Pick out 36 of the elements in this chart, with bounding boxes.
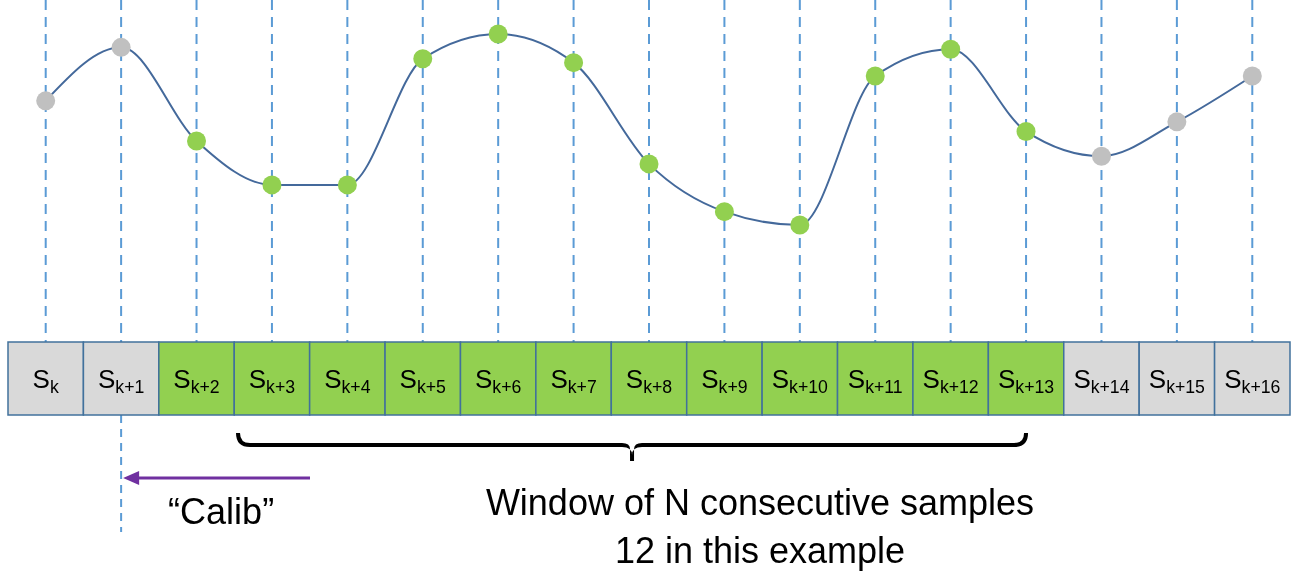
ref-line-label: “Calib” — [168, 491, 275, 532]
point — [1016, 121, 1036, 141]
point — [488, 24, 508, 44]
x-tick-label: S$_{k+11}$ — [847, 364, 903, 397]
x-tick-label: S$_{k+3}$ — [248, 364, 296, 397]
x-tick-label: S$_{k+9}$ — [701, 364, 748, 397]
point — [639, 154, 659, 174]
x-tick-label: S$_{k+15}$ — [1148, 364, 1206, 397]
x-tick-label: S$_{k+12}$ — [922, 364, 979, 397]
x-tick-label: S$_{k}$ — [32, 364, 59, 397]
point — [714, 202, 734, 222]
x-tick-label: S$_{k+4}$ — [324, 364, 371, 397]
point — [111, 37, 131, 57]
x-tick-label: S$_{k+8}$ — [625, 364, 673, 397]
x-tick-label: S$_{k+1}$ — [97, 364, 145, 397]
point — [337, 175, 357, 195]
point — [564, 53, 584, 73]
point — [187, 131, 207, 151]
point — [262, 175, 282, 195]
point — [1242, 66, 1262, 86]
x-tick-label: S$_{k+10}$ — [771, 364, 829, 397]
x-tick-label: S$_{k+16}$ — [1224, 364, 1281, 397]
point — [941, 39, 961, 59]
x-tick-label: S$_{k+7}$ — [550, 364, 597, 397]
point — [413, 49, 433, 69]
point — [790, 215, 810, 235]
text: Window of N consecutive samples 12 in this example — [485, 482, 1035, 571]
x-tick-label: S$_{k+14}$ — [1073, 364, 1130, 397]
x-tick-label: S$_{k+13}$ — [997, 364, 1055, 397]
point — [1167, 112, 1187, 132]
x-tick-label: S$_{k+6}$ — [475, 364, 522, 397]
x-tick-label: S$_{k+5}$ — [399, 364, 447, 397]
point — [1091, 146, 1111, 166]
x-tick-label: S$_{k+2}$ — [173, 364, 220, 397]
point — [36, 91, 56, 111]
point — [865, 66, 885, 86]
